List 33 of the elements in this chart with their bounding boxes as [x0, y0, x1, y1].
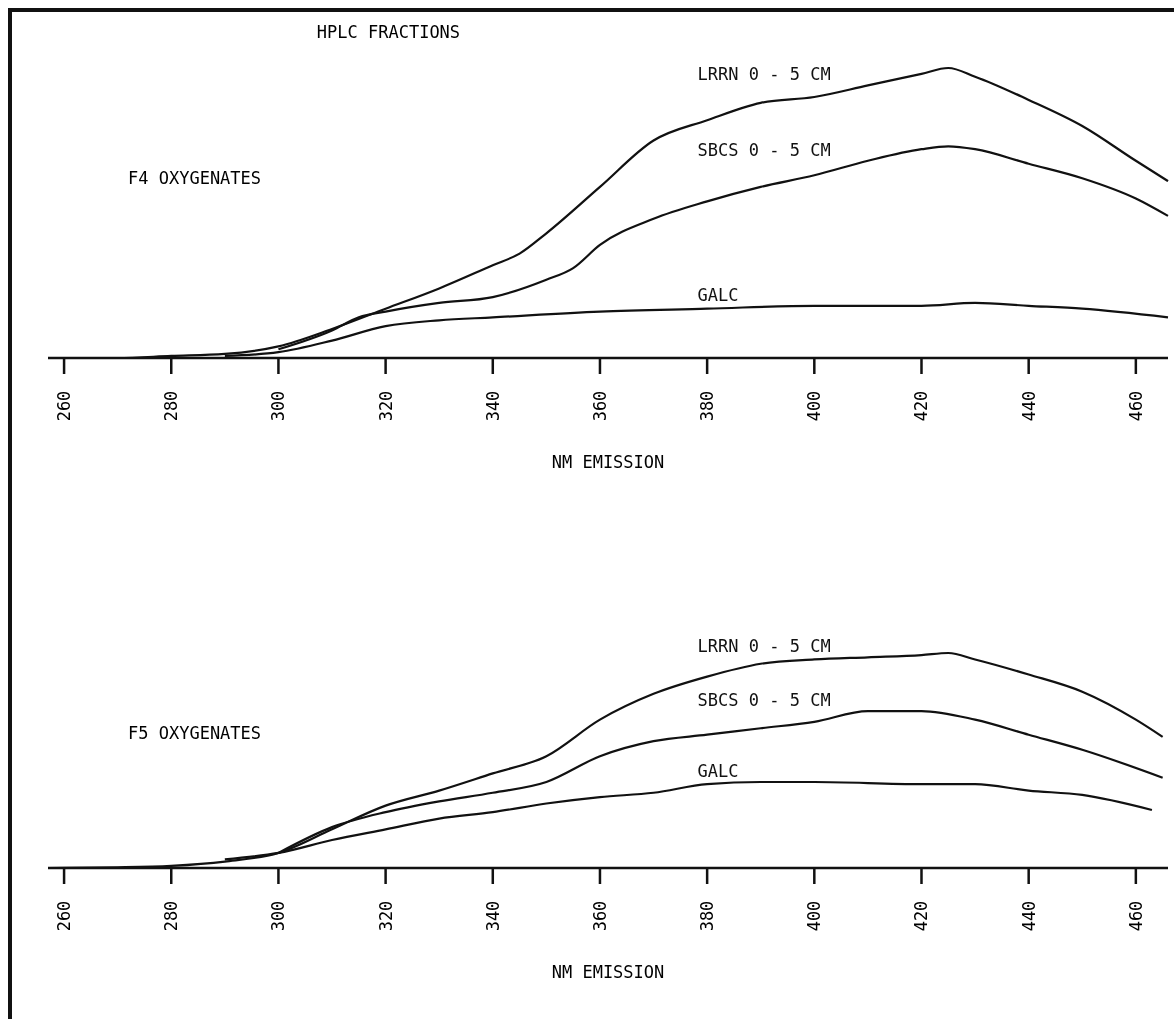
x-tick-label: 300 [268, 390, 289, 422]
annotation: F4 OXYGENATES [128, 168, 262, 188]
x-tick-label: 400 [804, 900, 825, 932]
x-tick-label: 320 [375, 900, 396, 932]
x-tick-label: 380 [697, 900, 718, 932]
x-tick-label: 260 [54, 900, 75, 932]
x-tick-label: 340 [482, 390, 503, 422]
x-tick-label: 440 [1018, 390, 1039, 422]
x-tick-label: 380 [697, 390, 718, 422]
x-tick-label: 360 [589, 390, 610, 422]
x-tick-label: 460 [1125, 390, 1146, 422]
chart-title: HPLC FRACTIONS [316, 22, 461, 42]
series-label: SBCS 0 - 5 CM [697, 690, 831, 711]
x-tick-label: 360 [589, 900, 610, 932]
series-label: LRRN 0 - 5 CM [697, 64, 831, 85]
x-tick-label: 320 [375, 390, 396, 422]
x-tick-label: 300 [268, 900, 289, 932]
series-label: GALC [697, 761, 739, 781]
x-tick-label: 260 [54, 390, 75, 422]
series-label: GALC [697, 284, 739, 305]
series-label: SBCS 0 - 5 CM [697, 139, 831, 160]
x-tick-label: 340 [482, 900, 503, 932]
x-tick-label: 400 [804, 390, 825, 422]
x-axis-title: NM EMISSION [551, 962, 665, 982]
x-axis-title: NM EMISSION [551, 452, 665, 472]
x-tick-label: 440 [1018, 900, 1039, 932]
x-tick-label: 460 [1125, 900, 1146, 932]
x-tick-label: 280 [161, 900, 182, 932]
annotation: F5 OXYGENATES [128, 723, 262, 743]
series-label: LRRN 0 - 5 CM [697, 636, 831, 657]
x-tick-label: 420 [911, 900, 932, 932]
x-tick-label: 420 [911, 390, 932, 422]
x-tick-label: 280 [161, 390, 182, 422]
